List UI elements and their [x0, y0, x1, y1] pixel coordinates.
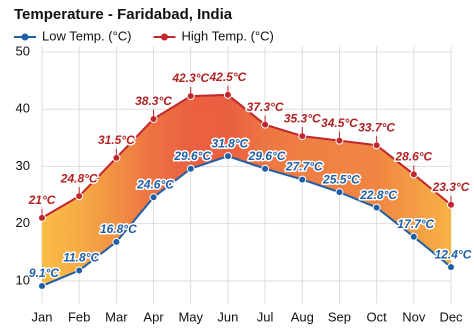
data-point [298, 132, 307, 141]
data-label: 9.1°C [29, 266, 59, 280]
data-label: 33.7°C [358, 120, 395, 134]
data-label: 29.6°C [248, 149, 286, 163]
data-point [75, 266, 84, 275]
data-point [38, 213, 46, 222]
x-tick-label: May [178, 309, 203, 324]
legend-label: Low Temp. (°C) [42, 28, 131, 43]
data-point [223, 90, 232, 99]
data-point [149, 193, 158, 202]
x-tick-label: Mar [105, 309, 128, 324]
x-tick-label: Sep [328, 309, 351, 324]
data-label: 12.4°C [435, 247, 472, 261]
data-label: 17.7°C [397, 217, 434, 231]
x-tick-label: Apr [143, 309, 164, 324]
x-tick-label: Jan [32, 309, 53, 324]
data-label: 31.8°C [211, 136, 248, 150]
y-tick-label: 30 [16, 158, 30, 173]
data-point [186, 92, 195, 101]
data-label: 25.5°C [322, 172, 360, 186]
data-label: 27.7°C [285, 160, 323, 174]
x-tick-label: Jun [217, 309, 238, 324]
data-label: 16.8°C [100, 222, 137, 236]
data-label: 22.8°C [359, 188, 397, 202]
x-tick-label: Dec [439, 309, 463, 324]
data-point [112, 237, 121, 246]
data-point [447, 263, 455, 272]
data-point [38, 281, 46, 290]
data-label: 42.5°C [208, 70, 246, 84]
data-point [335, 188, 344, 197]
data-label: 37.3°C [247, 100, 284, 114]
y-tick-label: 50 [16, 43, 30, 58]
y-tick-label: 40 [16, 101, 30, 116]
data-label: 28.6°C [394, 150, 432, 164]
data-label: 42.3°C [171, 71, 209, 85]
x-tick-label: Aug [291, 309, 314, 324]
x-tick-label: Oct [367, 309, 388, 324]
data-label: 23.3°C [432, 180, 470, 194]
data-label: 29.6°C [173, 149, 211, 163]
chart-title: Temperature - Faridabad, India [14, 6, 233, 23]
data-point [372, 141, 381, 150]
data-label: 31.5°C [98, 133, 135, 147]
data-label: 24.6°C [136, 177, 174, 191]
data-point [112, 153, 121, 162]
data-point [223, 152, 232, 161]
data-label: 21°C [28, 193, 56, 207]
x-tick-label: Jul [257, 309, 274, 324]
data-point [335, 136, 344, 145]
data-label: 34.5°C [321, 116, 358, 130]
y-tick-label: 20 [16, 215, 30, 230]
series-line [41, 93, 452, 219]
data-point [298, 175, 307, 184]
data-point [409, 170, 418, 179]
data-label: 24.8°C [60, 171, 98, 185]
legend-marker [21, 33, 29, 41]
y-tick-label: 10 [16, 272, 30, 287]
data-point [372, 203, 381, 212]
data-point [447, 200, 455, 209]
x-tick-label: Nov [402, 309, 426, 324]
data-point [149, 114, 158, 123]
data-point [186, 164, 195, 173]
legend-label: High Temp. (°C) [181, 28, 273, 43]
legend-marker [160, 33, 168, 41]
data-label: 35.3°C [284, 111, 321, 125]
data-label: 11.8°C [63, 251, 99, 265]
series-line [41, 155, 452, 287]
data-point [261, 120, 270, 129]
x-tick-label: Feb [68, 309, 90, 324]
data-point [409, 232, 418, 241]
data-label: 38.3°C [135, 94, 172, 108]
data-point [75, 192, 84, 201]
data-point [261, 164, 270, 173]
